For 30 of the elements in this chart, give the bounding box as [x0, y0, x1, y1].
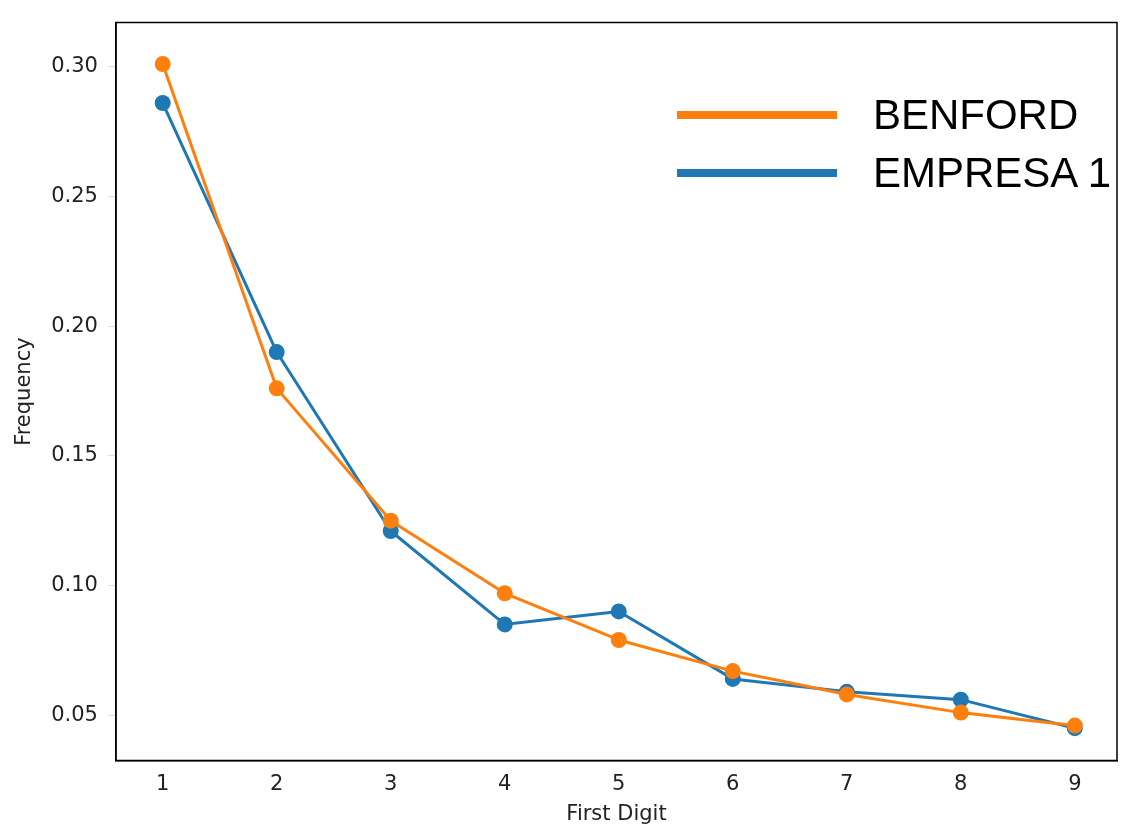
point — [724, 663, 741, 680]
y-tick-label: 0.25 — [51, 182, 98, 207]
y-tick-label: 0.30 — [51, 53, 98, 78]
point — [496, 585, 513, 602]
y-axis-title: Frequency — [11, 337, 36, 446]
x-tick-label: 1 — [156, 770, 170, 795]
x-tick-label: 2 — [270, 770, 284, 795]
point — [610, 603, 627, 620]
x-tick-label: 7 — [840, 770, 854, 795]
x-axis-title: First Digit — [566, 800, 667, 825]
x-tick-label: 4 — [498, 770, 512, 795]
point — [268, 380, 285, 397]
point — [268, 344, 285, 361]
x-tick-label: 9 — [1068, 770, 1082, 795]
point — [952, 704, 969, 721]
x-tick-label: 8 — [954, 770, 968, 795]
x-tick-label: 5 — [612, 770, 626, 795]
y-tick-label: 0.05 — [51, 701, 98, 726]
point — [154, 56, 171, 73]
legend-label: EMPRESA 1 — [872, 149, 1111, 197]
y-tick-label: 0.10 — [51, 571, 98, 596]
point — [154, 95, 171, 112]
point — [382, 512, 399, 529]
legend-label: BENFORD — [872, 91, 1079, 139]
x-tick-label: 3 — [384, 770, 398, 795]
point — [610, 631, 627, 648]
y-tick-label: 0.20 — [51, 312, 98, 337]
y-tick-label: 0.15 — [51, 442, 98, 467]
x-tick-label: 6 — [726, 770, 740, 795]
point — [496, 616, 513, 633]
